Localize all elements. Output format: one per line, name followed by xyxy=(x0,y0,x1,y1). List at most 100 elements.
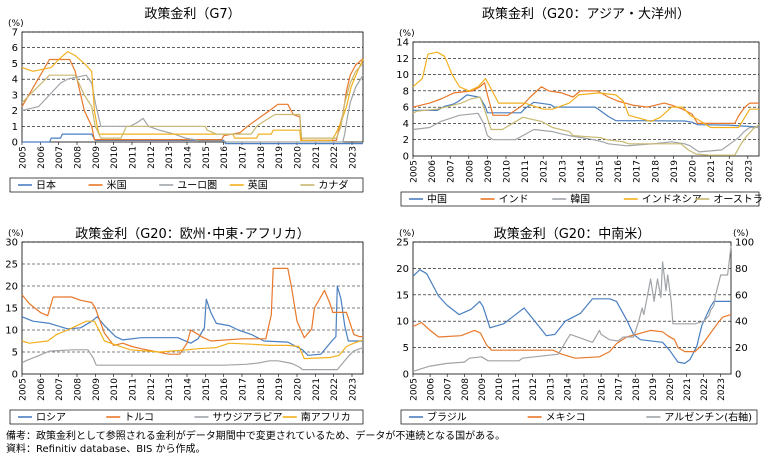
x-tick-label: 2008 xyxy=(461,378,471,401)
series-line-3 xyxy=(21,74,364,143)
x-tick-label: 2016 xyxy=(220,146,230,169)
x-tick-label: 2017 xyxy=(239,146,249,169)
y-tick-label: 2 xyxy=(12,106,18,117)
x-tick-label: 2006 xyxy=(37,378,47,401)
series-line-3 xyxy=(412,112,759,153)
x-tick-label: 2016 xyxy=(598,378,608,401)
series-line-2 xyxy=(412,314,732,359)
legend-box xyxy=(9,409,364,425)
y-tick-label-right: 100 xyxy=(735,238,754,249)
y-tick-label: 7 xyxy=(12,28,18,39)
legend-label: 米国 xyxy=(107,179,127,192)
y-tick-label-right: 40 xyxy=(735,317,748,328)
x-tick-label: 2005 xyxy=(410,160,420,183)
x-tick-label: 2023 xyxy=(349,146,359,169)
legend-label: トルコ xyxy=(124,413,154,424)
legend-label: インドネシア xyxy=(642,194,702,206)
x-tick-label: 2014 xyxy=(563,378,573,401)
x-tick-label: 2019 xyxy=(275,146,285,169)
x-tick-label: 2007 xyxy=(447,160,457,183)
series-line-5 xyxy=(412,96,760,156)
x-tick-label: 2005 xyxy=(410,378,420,401)
legend-box xyxy=(400,191,760,207)
series-line-1 xyxy=(21,285,363,356)
x-tick-label: 2011 xyxy=(512,378,522,401)
plot-frame xyxy=(412,241,732,375)
x-tick-label: 2010 xyxy=(495,378,505,401)
x-tick-label: 2008 xyxy=(74,146,84,169)
x-tick-label: 2023 xyxy=(717,378,727,401)
y-tick-label: 6 xyxy=(12,43,18,54)
y-tick-label: 30 xyxy=(5,238,18,249)
legend-label: アルゼンチン(右軸) xyxy=(664,411,752,424)
y-tick-label: 20 xyxy=(396,264,409,275)
y-tick-label: 5 xyxy=(403,343,409,354)
legend-label: ユーロ圏 xyxy=(177,180,217,192)
x-tick-label: 2011 xyxy=(521,160,531,183)
y-tick-label: 14 xyxy=(396,38,409,49)
y-tick-label: 1 xyxy=(12,122,18,133)
legend-label: 日本 xyxy=(36,179,56,192)
x-tick-label: 2018 xyxy=(651,160,661,183)
x-tick-label: 2008 xyxy=(74,378,84,401)
legend-label: ブラジル xyxy=(427,411,467,424)
x-tick-label: 2011 xyxy=(129,146,139,169)
y-tick-label: 6 xyxy=(403,103,409,114)
y-tick-label: 25 xyxy=(5,260,18,271)
legend-label: インド xyxy=(499,195,529,206)
y-tick-label: 2 xyxy=(403,135,409,146)
chart-title: 政策金利（G20：中南米） xyxy=(494,226,651,242)
x-tick-label: 2020 xyxy=(689,160,699,183)
x-tick-label: 2022 xyxy=(330,378,340,401)
y-tick-label: 15 xyxy=(5,304,18,315)
footnote-source: 資料：Refinitiv database、BIS から作成。 xyxy=(6,444,206,455)
y-tick-label-right: 20 xyxy=(735,343,748,354)
x-tick-label: 2019 xyxy=(670,160,680,183)
series-line-2 xyxy=(21,267,363,355)
x-tick-label: 2014 xyxy=(184,378,194,401)
x-tick-label: 2005 xyxy=(19,146,29,169)
series-line-2 xyxy=(21,58,364,141)
x-tick-label: 2009 xyxy=(92,378,102,401)
x-tick-label: 2017 xyxy=(633,160,643,183)
legend-label: 英国 xyxy=(248,179,268,192)
x-tick-label: 2009 xyxy=(478,378,488,401)
legend-box xyxy=(400,409,758,425)
chart-title: 政策金利（G20：欧州･中東･アフリカ） xyxy=(75,226,310,242)
x-tick-label: 2021 xyxy=(707,160,717,183)
x-tick-label: 2018 xyxy=(257,146,267,169)
y-tick-label-right: 80 xyxy=(735,264,748,275)
x-tick-label: 2020 xyxy=(294,378,304,401)
x-tick-label: 2017 xyxy=(615,378,625,401)
legend-label: 南アフリカ xyxy=(301,411,351,424)
series-line-3 xyxy=(21,347,364,371)
x-tick-label: 2023 xyxy=(349,378,359,401)
y-tick-label: 12 xyxy=(396,54,409,65)
legend-label: カナダ xyxy=(318,179,348,192)
plot-frame xyxy=(412,41,760,157)
x-tick-label: 2021 xyxy=(312,378,322,401)
x-tick-label: 2023 xyxy=(744,160,754,183)
x-tick-label: 2009 xyxy=(92,146,102,169)
y-tick-label: 20 xyxy=(5,282,18,293)
x-tick-label: 2009 xyxy=(484,160,494,183)
x-tick-label: 2013 xyxy=(546,378,556,401)
legend-label: 韓国 xyxy=(570,194,590,206)
legend-label: サウジアラビア xyxy=(213,412,283,424)
x-tick-label: 2012 xyxy=(147,146,157,169)
y-tick-label: 0 xyxy=(12,138,18,149)
chart-4: 政策金利（G20：中南米） (%) (%) 0 5 10 15 20 25 0 20 40 60 80 10… xyxy=(396,226,758,425)
footnote-remarks: 備考：政策金利として参照される金利がデータ期間中で変更されているため、データが不… xyxy=(6,431,506,442)
x-tick-label: 2006 xyxy=(428,160,438,183)
y-tick-label: 8 xyxy=(403,86,409,97)
y-tick-label: 5 xyxy=(12,348,18,359)
y-tick-label: 5 xyxy=(12,59,18,70)
x-tick-label: 2012 xyxy=(147,378,157,401)
legend-label: ロシア xyxy=(36,413,66,424)
plot-frame xyxy=(21,241,364,375)
x-tick-label: 2018 xyxy=(632,378,642,401)
plot-frame xyxy=(21,31,364,143)
x-tick-label: 2005 xyxy=(19,378,29,401)
x-tick-label: 2016 xyxy=(220,378,230,401)
x-tick-label: 2019 xyxy=(649,378,659,401)
